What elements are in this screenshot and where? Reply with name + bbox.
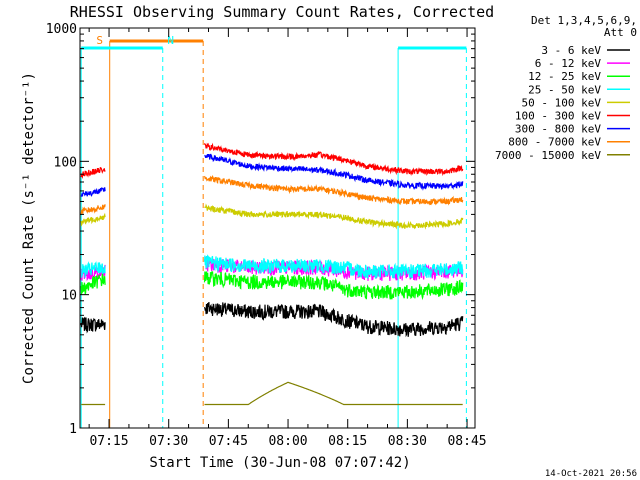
legend-header: Att 0 bbox=[604, 26, 637, 39]
y-axis-label: Corrected Count Rate (s⁻¹ detector⁻¹) bbox=[21, 72, 37, 384]
series-line bbox=[203, 175, 464, 206]
series-line bbox=[203, 301, 464, 338]
legend-label: 50 - 100 keV bbox=[522, 96, 602, 109]
legend-label: 7000 - 15000 keV bbox=[495, 149, 601, 162]
series-line bbox=[203, 271, 464, 301]
series-line bbox=[81, 261, 106, 278]
series-line bbox=[80, 212, 106, 227]
series-line bbox=[80, 187, 106, 197]
x-tick-label: 08:00 bbox=[268, 434, 307, 449]
y-tick-label: 10 bbox=[61, 289, 77, 304]
legend-header: Det 1,3,4,5,6,9, bbox=[531, 14, 637, 27]
x-axis-label: Start Time (30-Jun-08 07:07:42) bbox=[149, 455, 410, 471]
y-tick-label: 1000 bbox=[46, 22, 77, 37]
legend-label: 300 - 800 keV bbox=[515, 123, 601, 136]
x-tick-label: 07:15 bbox=[89, 434, 128, 449]
legend-label: 100 - 300 keV bbox=[515, 110, 601, 123]
SAA-label: S bbox=[96, 34, 103, 47]
legend-label: 12 - 25 keV bbox=[528, 70, 601, 83]
y-axis: 1 10 100 1000 bbox=[46, 22, 475, 437]
series-layer bbox=[80, 142, 464, 406]
legend-label: 3 - 6 keV bbox=[541, 44, 601, 57]
plot-frame bbox=[79, 27, 476, 429]
legend-label: 6 - 12 keV bbox=[535, 57, 602, 70]
x-tick-label: 07:30 bbox=[149, 434, 188, 449]
series-line bbox=[203, 254, 464, 279]
series-line bbox=[80, 316, 106, 334]
x-tick-label: 07:45 bbox=[209, 434, 248, 449]
series-line bbox=[80, 204, 106, 215]
chart-title: RHESSI Observing Summary Count Rates, Co… bbox=[70, 3, 494, 21]
x-tick-label: 08:30 bbox=[388, 434, 427, 449]
series-line bbox=[204, 203, 464, 230]
y-tick-label: 1 bbox=[69, 422, 77, 437]
x-tick-label: 08:45 bbox=[447, 434, 486, 449]
series-line bbox=[80, 273, 106, 296]
series-line bbox=[204, 153, 464, 191]
x-tick-label: 08:15 bbox=[328, 434, 367, 449]
series-line bbox=[80, 167, 106, 179]
y-tick-label: 100 bbox=[54, 155, 77, 170]
legend-label: 25 - 50 keV bbox=[528, 83, 601, 96]
series-line bbox=[204, 381, 463, 406]
legend-label: 800 - 7000 keV bbox=[508, 136, 601, 149]
x-axis: 07:15 07:30 07:45 08:00 08:15 08:30 08:45 bbox=[88, 28, 487, 449]
footer-timestamp: 14-Oct-2021 20:56 bbox=[545, 469, 637, 479]
night-label: N bbox=[167, 34, 174, 47]
series-line bbox=[203, 142, 464, 177]
